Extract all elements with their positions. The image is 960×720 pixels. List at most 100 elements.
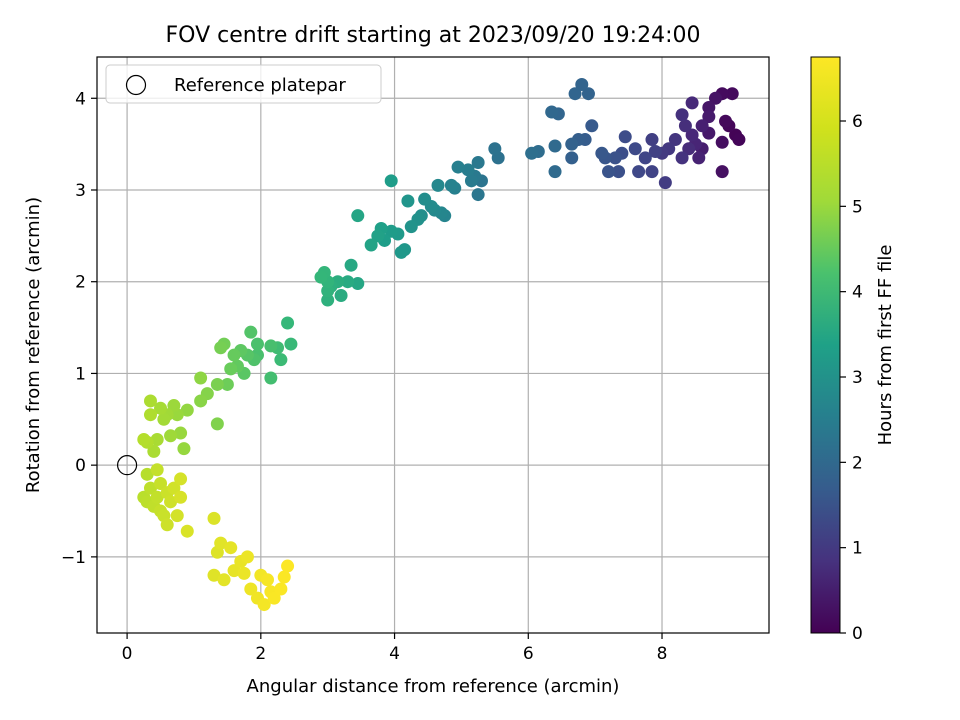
plot-frame <box>96 56 770 634</box>
x-tick-label: 0 <box>122 644 133 664</box>
data-point <box>418 192 432 206</box>
data-point <box>224 362 238 376</box>
data-point <box>150 463 164 477</box>
data-point <box>240 550 254 564</box>
data-point <box>715 135 729 149</box>
data-point <box>612 165 626 179</box>
data-point <box>464 174 478 188</box>
data-point <box>244 582 258 596</box>
data-point <box>177 442 191 456</box>
colorbar-tick-label: 5 <box>852 197 863 217</box>
data-point <box>461 163 475 177</box>
data-point <box>214 341 228 355</box>
data-point <box>143 394 157 408</box>
data-point <box>334 288 348 302</box>
legend: Reference platepar <box>105 64 382 104</box>
y-tick-label: −1 <box>61 548 86 568</box>
data-point <box>384 174 398 188</box>
data-point <box>431 178 445 192</box>
data-point <box>257 598 271 612</box>
data-point <box>451 160 465 174</box>
data-point <box>160 518 174 532</box>
data-point <box>394 245 408 259</box>
data-point <box>150 432 164 446</box>
data-point <box>210 377 224 391</box>
data-point <box>227 348 241 362</box>
data-point <box>250 337 264 351</box>
data-point <box>471 155 485 169</box>
data-point <box>170 509 184 523</box>
data-point <box>725 87 739 101</box>
y-tick-label: 0 <box>75 456 86 476</box>
colorbar-label: Hours from first FF file <box>875 245 896 446</box>
data-point <box>401 194 415 208</box>
y-tick-label: 3 <box>75 181 86 201</box>
data-point <box>154 401 168 415</box>
data-point <box>384 224 398 238</box>
data-point <box>404 220 418 234</box>
y-tick-label: 2 <box>75 273 86 293</box>
data-point <box>174 472 188 486</box>
y-tick-label: 1 <box>75 364 86 384</box>
data-point <box>174 426 188 440</box>
data-point <box>548 165 562 179</box>
data-point <box>167 399 181 413</box>
data-point <box>658 176 672 190</box>
colorbar-tick-label: 0 <box>852 624 863 644</box>
data-point <box>244 325 258 339</box>
data-point <box>545 105 559 119</box>
data-point <box>638 151 652 165</box>
data-point <box>261 573 275 587</box>
legend-marker <box>125 74 147 96</box>
data-point <box>314 270 328 284</box>
data-point <box>695 119 709 133</box>
data-point <box>174 490 188 504</box>
data-point <box>180 524 194 538</box>
data-point <box>143 481 157 495</box>
data-point <box>281 316 295 330</box>
data-point <box>585 119 599 133</box>
data-point <box>267 591 281 605</box>
y-tick-label: 4 <box>75 89 86 109</box>
colorbar-ticks: 0 1 2 3 4 5 6 <box>840 112 863 644</box>
data-point <box>471 188 485 202</box>
data-point <box>685 128 699 142</box>
data-point <box>264 371 278 385</box>
y-axis-ticks: −1 0 1 2 3 4 <box>61 89 97 568</box>
data-point <box>648 144 662 158</box>
data-point <box>277 570 291 584</box>
data-point <box>595 146 609 160</box>
data-point <box>488 142 502 156</box>
data-points <box>137 78 746 612</box>
data-point <box>678 119 692 133</box>
x-tick-label: 8 <box>657 644 668 664</box>
data-point <box>719 114 733 128</box>
data-point <box>284 337 298 351</box>
legend-box <box>105 64 382 104</box>
data-point <box>628 142 642 156</box>
data-point <box>274 353 288 367</box>
data-point <box>618 130 632 144</box>
data-point <box>732 133 746 147</box>
colorbar-tick-label: 1 <box>852 539 863 559</box>
data-point <box>581 87 595 101</box>
data-point <box>147 444 161 458</box>
colorbar-gradient <box>810 56 841 634</box>
legend-entry: Reference platepar <box>174 75 346 96</box>
data-point <box>682 142 696 156</box>
data-point <box>321 293 335 307</box>
x-tick-label: 6 <box>523 644 534 664</box>
data-point <box>214 536 228 550</box>
data-point <box>371 229 385 243</box>
x-axis-ticks: 0 2 4 6 8 <box>122 633 668 664</box>
data-point <box>164 495 178 509</box>
colorbar-tick-label: 3 <box>852 368 863 388</box>
data-point <box>702 110 716 124</box>
data-point <box>220 377 234 391</box>
data-point <box>645 133 659 147</box>
data-point <box>715 165 729 179</box>
colorbar-tick-label: 2 <box>852 453 863 473</box>
data-point <box>565 151 579 165</box>
x-tick-label: 2 <box>255 644 266 664</box>
data-point <box>608 151 622 165</box>
